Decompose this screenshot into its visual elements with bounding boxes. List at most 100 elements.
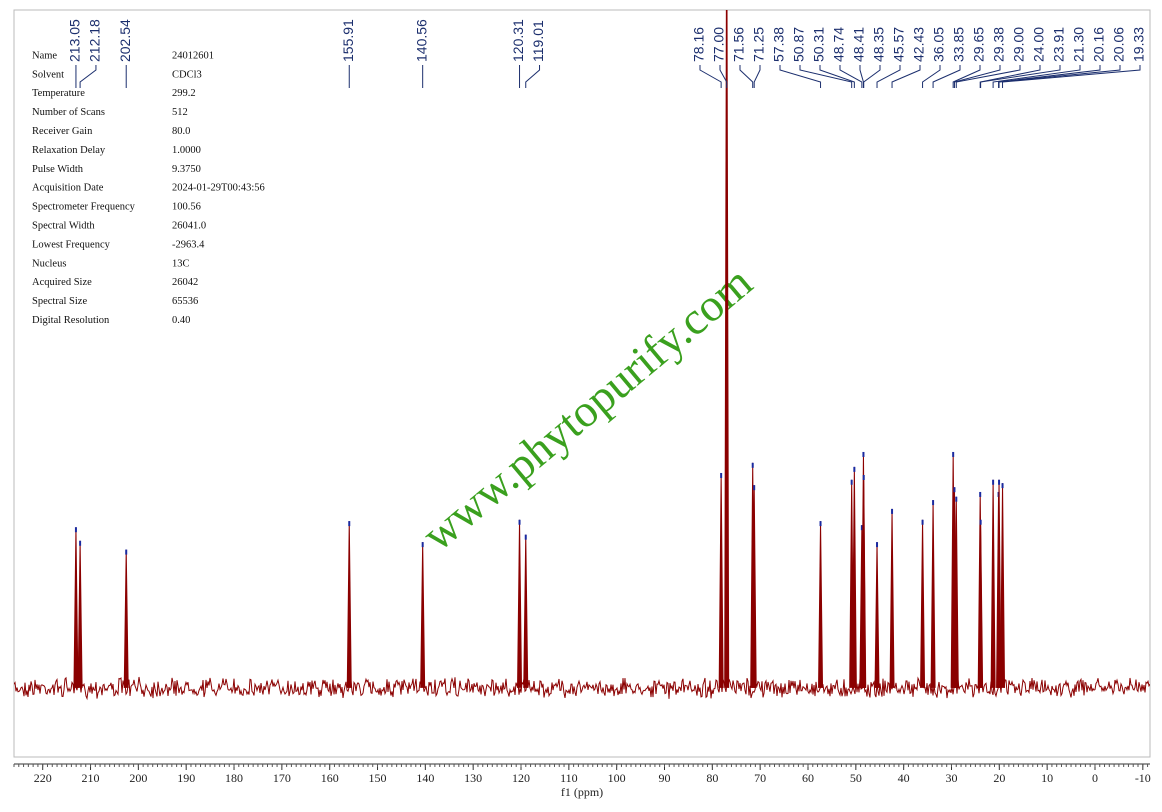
peak: [724, 10, 730, 688]
parameter-value: 80.0: [172, 126, 190, 137]
peak: [420, 542, 426, 688]
parameter-name: Spectrometer Frequency: [32, 202, 136, 213]
parameter-value: 2024-01-29T00:43:56: [172, 183, 265, 194]
peak-label: 19.33: [1131, 27, 1147, 62]
peak-label: 20.06: [1111, 27, 1127, 62]
peak: [77, 540, 83, 688]
peak-label-connector: [998, 65, 1121, 88]
peak-label: 140.56: [413, 19, 429, 62]
peak-label: 45.57: [891, 27, 907, 62]
peak: [346, 521, 352, 688]
peak-label-connector: [863, 65, 881, 88]
peak-label-connector: [876, 65, 901, 88]
x-tick-label: 200: [129, 771, 147, 785]
x-tick-label: 40: [898, 771, 910, 785]
peak: [953, 496, 959, 688]
parameter-name: Lowest Frequency: [32, 239, 111, 250]
x-tick-label: 30: [945, 771, 957, 785]
parameter-name: Receiver Gain: [32, 126, 93, 137]
parameter-value: 1.0000: [172, 145, 201, 156]
parameter-value: -2963.4: [172, 239, 205, 250]
spectrum: [14, 10, 1150, 701]
baseline-noise: [14, 676, 1150, 701]
peak: [930, 500, 936, 688]
x-tick-label: 80: [706, 771, 718, 785]
x-tick-label: 140: [416, 771, 434, 785]
peak-label-connector: [79, 65, 97, 88]
parameter-value: 13C: [172, 258, 190, 269]
peak: [123, 549, 129, 688]
peak-label: 57.38: [771, 27, 787, 62]
peak-label: 202.54: [117, 19, 133, 62]
watermark: www.phytopurify.com: [412, 256, 761, 561]
peak-label-connector: [952, 65, 981, 88]
peak-label-connector: [699, 65, 722, 88]
peak-label: 33.85: [951, 27, 967, 62]
peak: [1000, 483, 1006, 688]
peak-label: 29.65: [971, 27, 987, 62]
peak-label: 42.43: [911, 27, 927, 62]
x-tick-label: -10: [1135, 771, 1151, 785]
peak-label-connector: [799, 65, 853, 88]
x-tick-label: 0: [1092, 771, 1098, 785]
parameter-value: CDCl3: [172, 69, 202, 80]
peak-label: 29.38: [991, 27, 1007, 62]
peak-label-connector: [980, 65, 1061, 88]
peak-label-connector: [839, 65, 863, 88]
parameter-name: Solvent: [32, 69, 64, 80]
peak-label-connector: [1002, 65, 1141, 88]
parameter-value: 9.3750: [172, 164, 201, 175]
peak-label-connector: [739, 65, 754, 88]
peak: [874, 542, 880, 688]
peak-label: 213.05: [67, 19, 83, 62]
x-tick-label: 220: [34, 771, 52, 785]
peak-label: 50.87: [791, 27, 807, 62]
peak-label-connector: [955, 65, 1021, 88]
peak-label: 119.01: [530, 20, 546, 62]
peak-label: 71.25: [751, 27, 767, 62]
x-tick-label: 190: [177, 771, 195, 785]
plot-frame: [13, 9, 1151, 758]
peak: [73, 527, 79, 688]
parameter-name: Digital Resolution: [32, 315, 110, 326]
x-tick-label: 110: [560, 771, 578, 785]
parameter-value: 26042: [172, 277, 198, 288]
parameter-name: Acquisition Date: [32, 183, 104, 194]
parameter-value: 65536: [172, 296, 198, 307]
parameter-value: 512: [172, 107, 188, 118]
peak-label: 21.30: [1071, 27, 1087, 62]
peak: [523, 534, 529, 688]
peak-label: 78.16: [691, 27, 707, 62]
x-tick-label: 180: [225, 771, 243, 785]
peak-label-connector: [779, 65, 822, 88]
peak: [920, 519, 926, 688]
peak-label: 48.41: [851, 27, 867, 62]
parameter-name: Pulse Width: [32, 164, 84, 175]
parameter-name: Temperature: [32, 88, 85, 99]
x-axis-label: f1 (ppm): [561, 785, 603, 799]
parameter-value: 0.40: [172, 315, 190, 326]
peak: [861, 475, 867, 688]
peak-label: 24.00: [1031, 27, 1047, 62]
x-tick-label: 120: [512, 771, 530, 785]
peak-label: 155.91: [340, 19, 356, 62]
peak-label-connector: [819, 65, 855, 88]
peak-label-connector: [922, 65, 941, 88]
x-tick-label: 10: [1041, 771, 1053, 785]
peak-label: 29.00: [1011, 27, 1027, 62]
peak: [517, 519, 523, 688]
x-tick-label: 20: [993, 771, 1005, 785]
peak-label: 23.91: [1051, 27, 1067, 62]
parameter-name: Relaxation Delay: [32, 145, 106, 156]
parameter-value: 100.56: [172, 202, 201, 213]
x-tick-label: 90: [659, 771, 671, 785]
parameter-name: Spectral Width: [32, 221, 95, 232]
peak-label: 36.05: [931, 27, 947, 62]
peak-label: 20.16: [1091, 27, 1107, 62]
peak-label-connector: [891, 65, 921, 88]
peak-label: 120.31: [510, 19, 526, 62]
peak-label: 77.00: [711, 27, 727, 62]
parameter-name: Spectral Size: [32, 296, 87, 307]
parameter-value: 26041.0: [172, 221, 206, 232]
